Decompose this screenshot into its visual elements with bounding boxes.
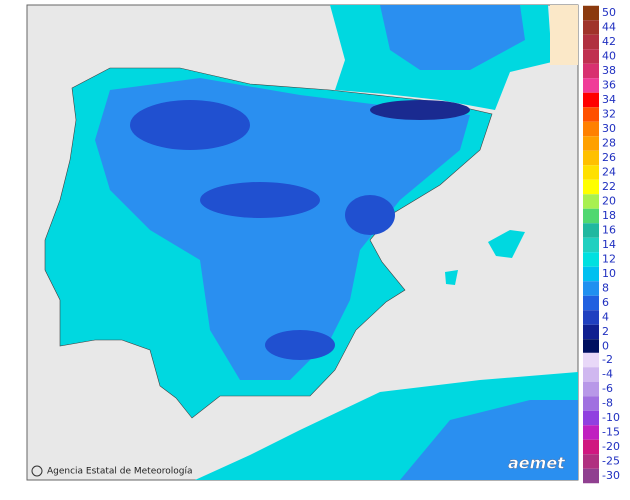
legend: 5044424038363432302826242220181614121086… — [583, 5, 620, 484]
legend-label: 0 — [602, 340, 609, 353]
legend-label: 50 — [602, 6, 616, 19]
logo: aemet — [508, 454, 566, 473]
legend-label: -2 — [602, 353, 613, 366]
legend-swatch — [583, 223, 599, 238]
france-inland — [380, 5, 525, 70]
legend-swatch — [583, 34, 599, 50]
legend-swatch — [583, 5, 599, 21]
legend-label: 14 — [602, 238, 616, 251]
interior-cold — [95, 78, 470, 380]
legend-swatch — [583, 252, 599, 267]
legend-label: -8 — [602, 397, 613, 410]
legend-swatch — [583, 237, 599, 253]
legend-swatch — [583, 396, 599, 411]
legend-label: 10 — [602, 267, 616, 280]
cold-area — [265, 330, 335, 360]
legend-swatch — [583, 425, 599, 440]
legend-label: 30 — [602, 122, 616, 135]
credit-icon — [31, 465, 43, 477]
legend-swatch — [583, 121, 599, 137]
legend-label: -15 — [602, 426, 620, 439]
legend-swatch — [583, 295, 599, 311]
credit-text: Agencia Estatal de Meteorología — [47, 467, 193, 477]
legend-label: -30 — [602, 469, 620, 482]
legend-label: 12 — [602, 253, 616, 266]
land-east — [550, 5, 578, 65]
credit: Agencia Estatal de Meteorología — [31, 465, 193, 477]
legend-swatch — [583, 63, 599, 79]
legend-label: 2 — [602, 325, 609, 338]
legend-swatch — [583, 136, 599, 151]
legend-swatch — [583, 281, 599, 296]
legend-swatch — [583, 150, 599, 166]
cold-area — [370, 100, 470, 120]
legend-swatch — [583, 324, 599, 340]
legend-label: 36 — [602, 79, 616, 92]
legend-swatch — [583, 266, 599, 282]
legend-swatch — [583, 410, 599, 426]
cold-area — [200, 182, 320, 218]
legend-swatch — [583, 339, 599, 354]
legend-label: 20 — [602, 195, 616, 208]
legend-swatch — [583, 107, 599, 122]
legend-label: 6 — [602, 296, 609, 309]
legend-label: -10 — [602, 411, 620, 424]
legend-label: -20 — [602, 440, 620, 453]
legend-label: 34 — [602, 93, 616, 106]
legend-label: 4 — [602, 311, 609, 324]
legend-swatch — [583, 78, 599, 93]
legend-swatch — [583, 194, 599, 209]
legend-label: 16 — [602, 224, 616, 237]
legend-label: 42 — [602, 35, 616, 48]
legend-label: 44 — [602, 21, 616, 34]
legend-label: 26 — [602, 151, 616, 164]
legend-swatch — [583, 208, 599, 224]
legend-label: 32 — [602, 108, 616, 121]
legend-swatch — [583, 367, 599, 382]
ibiza — [445, 270, 458, 285]
legend-label: -4 — [602, 368, 613, 381]
legend-swatch — [583, 165, 599, 180]
africa-inland — [400, 400, 578, 480]
legend-swatch — [583, 454, 599, 469]
cold-area — [345, 195, 395, 235]
legend-swatch — [583, 439, 599, 455]
legend-label: 22 — [602, 180, 616, 193]
legend-swatch — [583, 381, 599, 397]
legend-label: 28 — [602, 137, 616, 150]
legend-label: 38 — [602, 64, 616, 77]
legend-label: 24 — [602, 166, 616, 179]
legend-swatch — [583, 310, 599, 325]
legend-label: 18 — [602, 209, 616, 222]
legend-swatch — [583, 20, 599, 35]
legend-swatch — [583, 352, 599, 368]
legend-swatch — [583, 468, 599, 484]
legend-label: 8 — [602, 282, 609, 295]
legend-label: -25 — [602, 455, 620, 468]
legend-label: -6 — [602, 382, 613, 395]
legend-swatch — [583, 92, 599, 108]
legend-label: 40 — [602, 50, 616, 63]
cold-area — [130, 100, 250, 150]
mallorca — [488, 230, 525, 258]
legend-swatch — [583, 49, 599, 64]
legend-swatch — [583, 179, 599, 195]
